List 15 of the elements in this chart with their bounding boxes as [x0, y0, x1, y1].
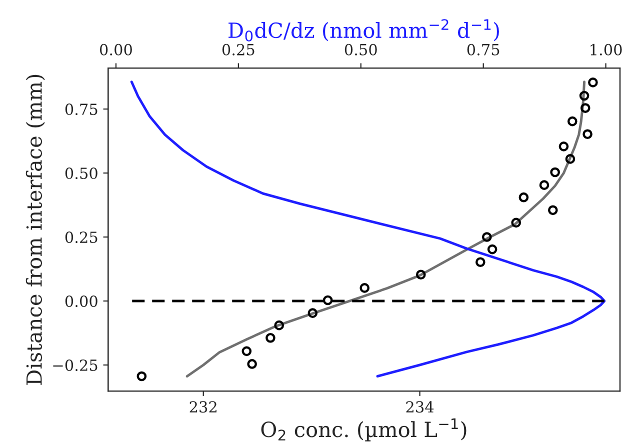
x2-axis-title: D$_{0}$dC/dz (nmol mm$^{−2}$ d$^{−1}$): [228, 19, 499, 42]
y-tick-label: −0.25: [53, 359, 98, 372]
y-tick-label: 0.75: [65, 104, 98, 116]
y-tick-label: 0.00: [65, 295, 98, 308]
x2-tick-label: 1.00: [590, 44, 622, 56]
x2-tick-label: 0.00: [100, 44, 132, 56]
x2-tick-label: 0.50: [344, 44, 377, 56]
x-tick-label: 234: [406, 401, 434, 413]
y-axis-title: Distance from interface (mm): [26, 74, 45, 385]
x2-tick-label: 0.75: [467, 44, 500, 56]
y-tick-label: 0.25: [65, 231, 98, 244]
x-tick-label: 232: [190, 401, 216, 413]
x-axis-title: O$_{2}$ conc. (µmol L$^{−1}$): [261, 418, 466, 442]
x2-tick-label: 0.25: [222, 44, 254, 56]
y-tick-label: 0.50: [65, 168, 98, 180]
